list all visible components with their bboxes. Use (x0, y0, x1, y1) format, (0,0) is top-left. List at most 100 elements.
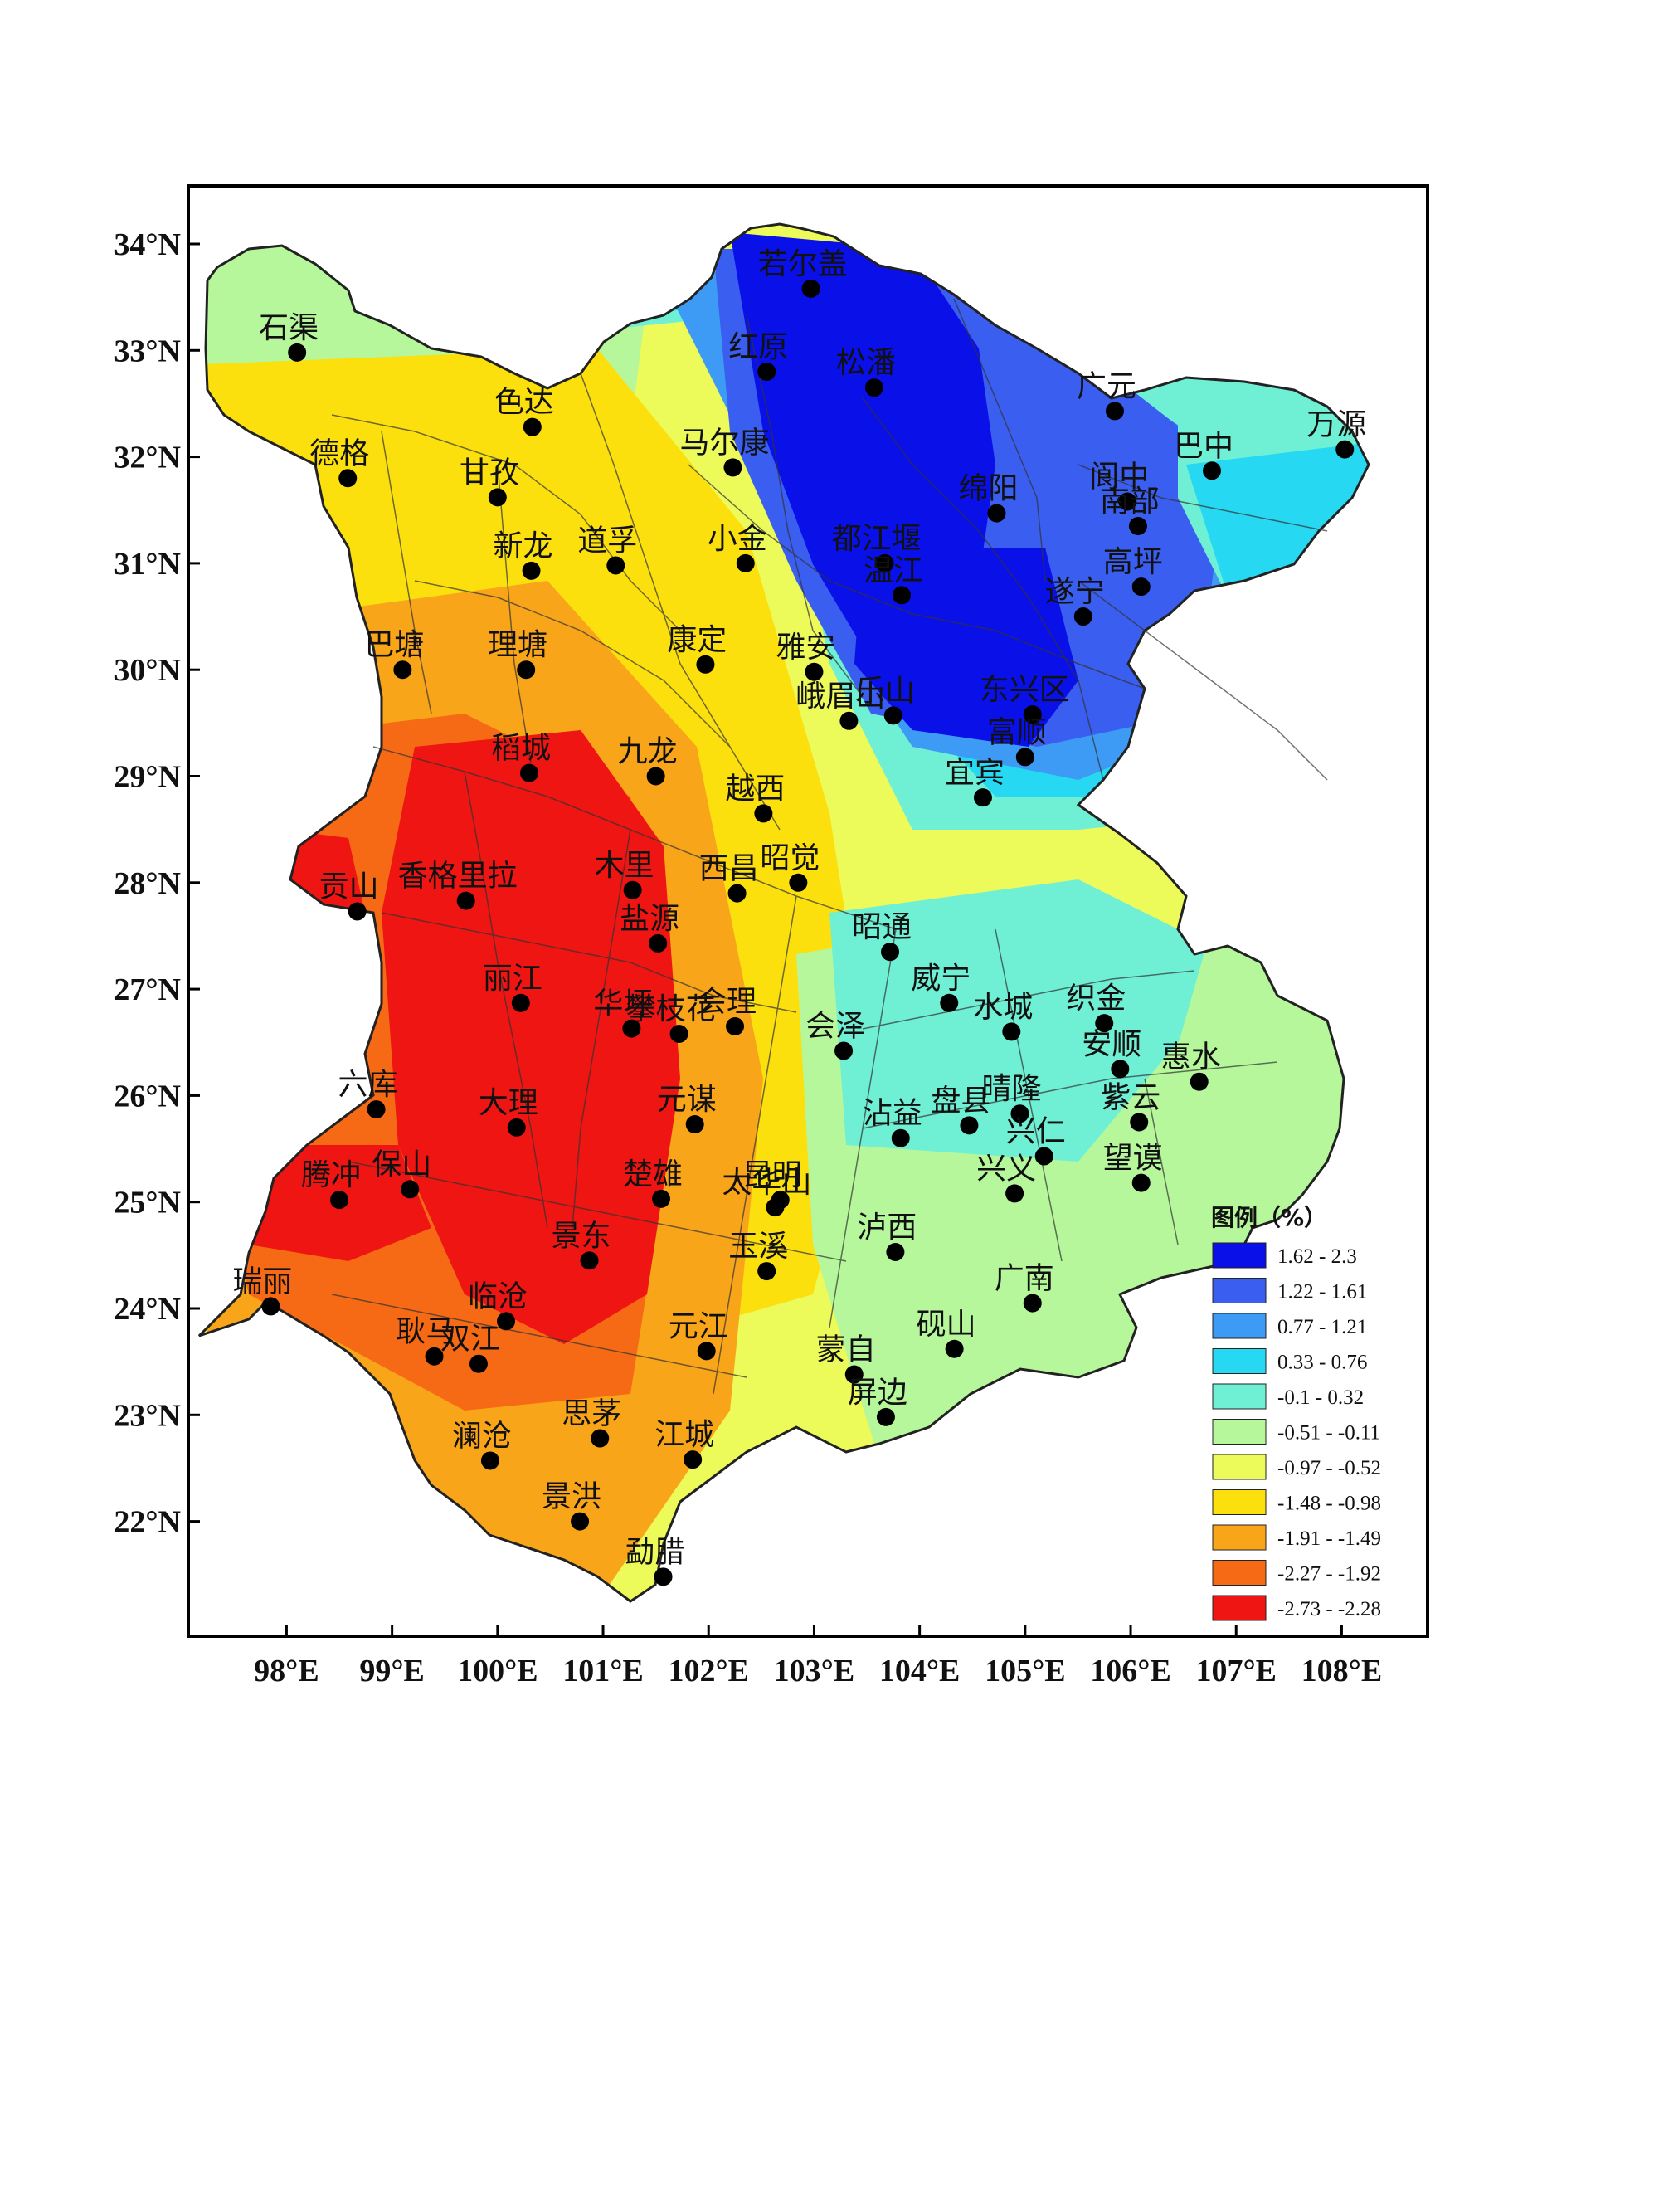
station-marker (1128, 516, 1147, 535)
station-marker (646, 767, 665, 786)
station-marker (1335, 440, 1355, 459)
station-marker (1002, 1022, 1021, 1041)
color-band (382, 730, 680, 1344)
station-label: 大理 (479, 1086, 538, 1120)
station-label: 盘县 (931, 1084, 990, 1118)
station-marker (507, 1118, 526, 1137)
legend-swatch (1212, 1489, 1267, 1515)
station-label: 会理 (697, 985, 757, 1019)
station-marker (606, 556, 625, 575)
y-tick-label: 29°N (114, 760, 181, 795)
station-marker (1073, 607, 1092, 626)
station-marker (834, 1041, 854, 1060)
station-marker (945, 1339, 964, 1358)
station-marker (1131, 577, 1151, 597)
station-marker (1111, 1060, 1130, 1079)
x-tick-label: 102°E (668, 1654, 749, 1688)
x-tick-label: 104°E (879, 1654, 961, 1688)
station-marker (1034, 1147, 1053, 1166)
legend-label: -1.91 - -1.49 (1277, 1527, 1381, 1550)
station-label: 望谟 (1103, 1142, 1163, 1176)
station-marker (844, 1365, 864, 1384)
station-marker (1202, 461, 1221, 480)
station-label: 泸西 (857, 1211, 917, 1245)
station-label: 甘孜 (460, 456, 519, 490)
color-band (730, 232, 995, 647)
station-marker (425, 1347, 444, 1366)
station-label: 新龙 (494, 529, 553, 563)
station-marker (497, 1312, 516, 1331)
station-marker (623, 880, 642, 899)
y-tick-label: 32°N (114, 441, 181, 475)
y-axis-ticks: 34°N 33°N 32°N 31°N 30°N 29°N 28°N 27°N 26°N 25°N… (114, 227, 200, 1540)
station-label: 理塘 (488, 628, 547, 662)
station-marker (393, 660, 412, 680)
station-label: 江城 (654, 1418, 714, 1452)
station-label: 安顺 (1082, 1027, 1141, 1061)
station-marker (736, 553, 755, 572)
station-label: 稻城 (491, 732, 551, 766)
station-label: 若尔盖 (758, 247, 848, 281)
legend-label: -0.51 - -0.11 (1277, 1422, 1380, 1445)
station-label: 晴隆 (981, 1072, 1041, 1106)
station-marker (348, 902, 367, 921)
station-label: 景洪 (542, 1480, 601, 1514)
station-label: 盐源 (620, 902, 679, 936)
station-marker (886, 1243, 905, 1262)
station-marker (987, 504, 1006, 523)
station-label: 都江堰 (832, 522, 922, 556)
station-marker (1131, 1173, 1151, 1192)
x-tick-label: 107°E (1195, 1654, 1277, 1688)
legend-swatch (1212, 1242, 1267, 1269)
station-label: 巴中 (1174, 429, 1233, 463)
station-label: 广南 (995, 1262, 1054, 1296)
station-label: 昭觉 (760, 841, 820, 875)
station-marker (1010, 1104, 1029, 1123)
station-marker (881, 943, 900, 962)
station-marker (654, 1567, 673, 1586)
legend-swatch (1212, 1278, 1267, 1303)
station-label: 西昌 (699, 852, 759, 886)
station-marker (1095, 1014, 1114, 1033)
legend-swatch (1212, 1560, 1267, 1586)
station-label: 丽江 (483, 962, 542, 996)
station-marker (801, 279, 820, 298)
station-label: 织金 (1066, 982, 1126, 1016)
station-marker (367, 1100, 386, 1119)
station-marker (883, 706, 902, 725)
station-marker (891, 1128, 910, 1147)
station-label: 元谋 (657, 1083, 717, 1117)
x-tick-label: 108°E (1301, 1654, 1383, 1688)
station-marker (696, 655, 715, 674)
station-label: 道孚 (577, 524, 637, 558)
station-marker (723, 458, 742, 477)
legend-title: 图例（%） (1211, 1204, 1327, 1231)
station-marker (669, 1024, 688, 1043)
station-marker (1023, 1294, 1042, 1313)
station-marker (893, 586, 912, 605)
station-label: 东兴区 (980, 673, 1069, 707)
station-label: 保山 (372, 1147, 431, 1182)
legend-label: 0.77 - 1.21 (1277, 1316, 1367, 1338)
station-label: 乐山 (855, 674, 915, 708)
station-label: 景东 (551, 1219, 611, 1253)
station-marker (571, 1512, 590, 1531)
station-marker (940, 993, 959, 1012)
station-marker (580, 1251, 599, 1270)
x-tick-label: 103°E (774, 1654, 855, 1688)
x-tick-label: 105°E (985, 1654, 1066, 1688)
station-label: 元江 (669, 1309, 728, 1343)
station-label: 马尔康 (679, 426, 769, 460)
station-label: 澜沧 (452, 1419, 512, 1453)
station-marker (757, 362, 776, 381)
station-marker (261, 1297, 280, 1316)
station-marker (330, 1191, 349, 1210)
station-marker (1190, 1072, 1209, 1091)
legend-swatch (1212, 1383, 1267, 1410)
station-marker (480, 1451, 499, 1470)
y-tick-label: 22°N (114, 1505, 181, 1540)
station-marker (511, 993, 530, 1012)
station-label: 峨眉山 (795, 680, 885, 714)
station-label: 惠水 (1161, 1040, 1221, 1074)
